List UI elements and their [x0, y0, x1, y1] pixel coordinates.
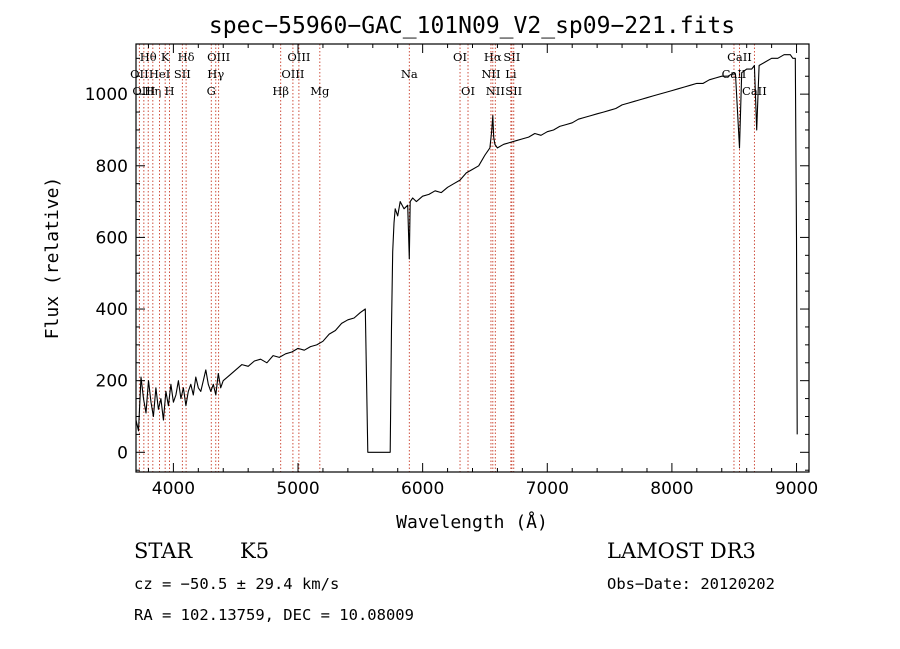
y-tick-label: 600 [96, 228, 128, 248]
x-tick-label: 5000 [276, 479, 319, 499]
x-tick-label: 8000 [650, 479, 693, 499]
spectral-line-label: OI [453, 50, 467, 64]
spectral-line-label: Hβ [272, 84, 289, 98]
spectral-line-label: Mg [310, 84, 330, 98]
observation-date: Obs−Date: 20120202 [607, 575, 775, 593]
x-axis-label: Wavelength (Å) [396, 511, 548, 533]
spectral-line-label: NII [481, 67, 500, 81]
spectral-line-label: H [165, 84, 175, 98]
spectral-line-label: K [161, 50, 170, 64]
x-tick-label: 4000 [152, 479, 195, 499]
spectral-line-label: OI [461, 84, 475, 98]
spectral-line-label: CaII [727, 50, 752, 64]
y-tick-label: 800 [96, 157, 128, 177]
coordinates: RA = 102.13759, DEC = 10.08009 [134, 606, 414, 624]
plot-frame [135, 43, 810, 473]
spectral-line-label: NII [486, 84, 505, 98]
y-tick-label: 1000 [85, 85, 128, 105]
spectral-line-label: OII [130, 67, 149, 81]
chart-title: spec−55960−GAC_101N09_V2_sp09−221.fits [209, 13, 735, 39]
spectral-line-label: HeI [149, 67, 170, 81]
axes-layer [135, 43, 810, 473]
spectral-line-label: Li [505, 67, 517, 81]
spectral-line-label: Hδ [178, 50, 195, 64]
spectrum-series-line [135, 54, 798, 453]
x-tick-label: 6000 [401, 479, 444, 499]
spectral-line-label: Hη [144, 84, 161, 98]
spectral-line-label: Na [401, 67, 418, 81]
spectral-line-label: OIII [281, 67, 304, 81]
spectral-line-label: Hγ [207, 67, 224, 81]
spectral-line-label: CaII [722, 67, 747, 81]
redshift-velocity: cz = −50.5 ± 29.4 km/s [134, 575, 339, 593]
y-axis-label: Flux (relative) [42, 177, 63, 340]
spectral-line-label: CaII [742, 84, 767, 98]
spectral-line-label: SII [505, 84, 522, 98]
survey-name: LAMOST DR3 [607, 539, 756, 563]
spectral-line-label: OIII [287, 50, 310, 64]
x-tick-label: 9000 [775, 479, 818, 499]
ticks-layer: 4000 5000 6000 7000 8000 9000 0 200 400 600 800 100… [85, 44, 818, 499]
spectral-line-label: Hθ [140, 50, 157, 64]
spectral-line-label: Hα [484, 50, 502, 64]
y-tick-label: 200 [96, 372, 128, 392]
y-tick-label: 0 [117, 443, 128, 463]
object-class: STAR [134, 539, 193, 563]
spectral-line-label: SII [503, 50, 520, 64]
y-tick-label: 400 [96, 300, 128, 320]
x-tick-label: 7000 [526, 479, 569, 499]
spectral-line-label: SII [174, 67, 191, 81]
spectral-line-label: G [207, 84, 216, 98]
object-subclass: K5 [240, 539, 269, 563]
series-layer [135, 54, 798, 453]
spectral-line-label: OIII [207, 50, 230, 64]
